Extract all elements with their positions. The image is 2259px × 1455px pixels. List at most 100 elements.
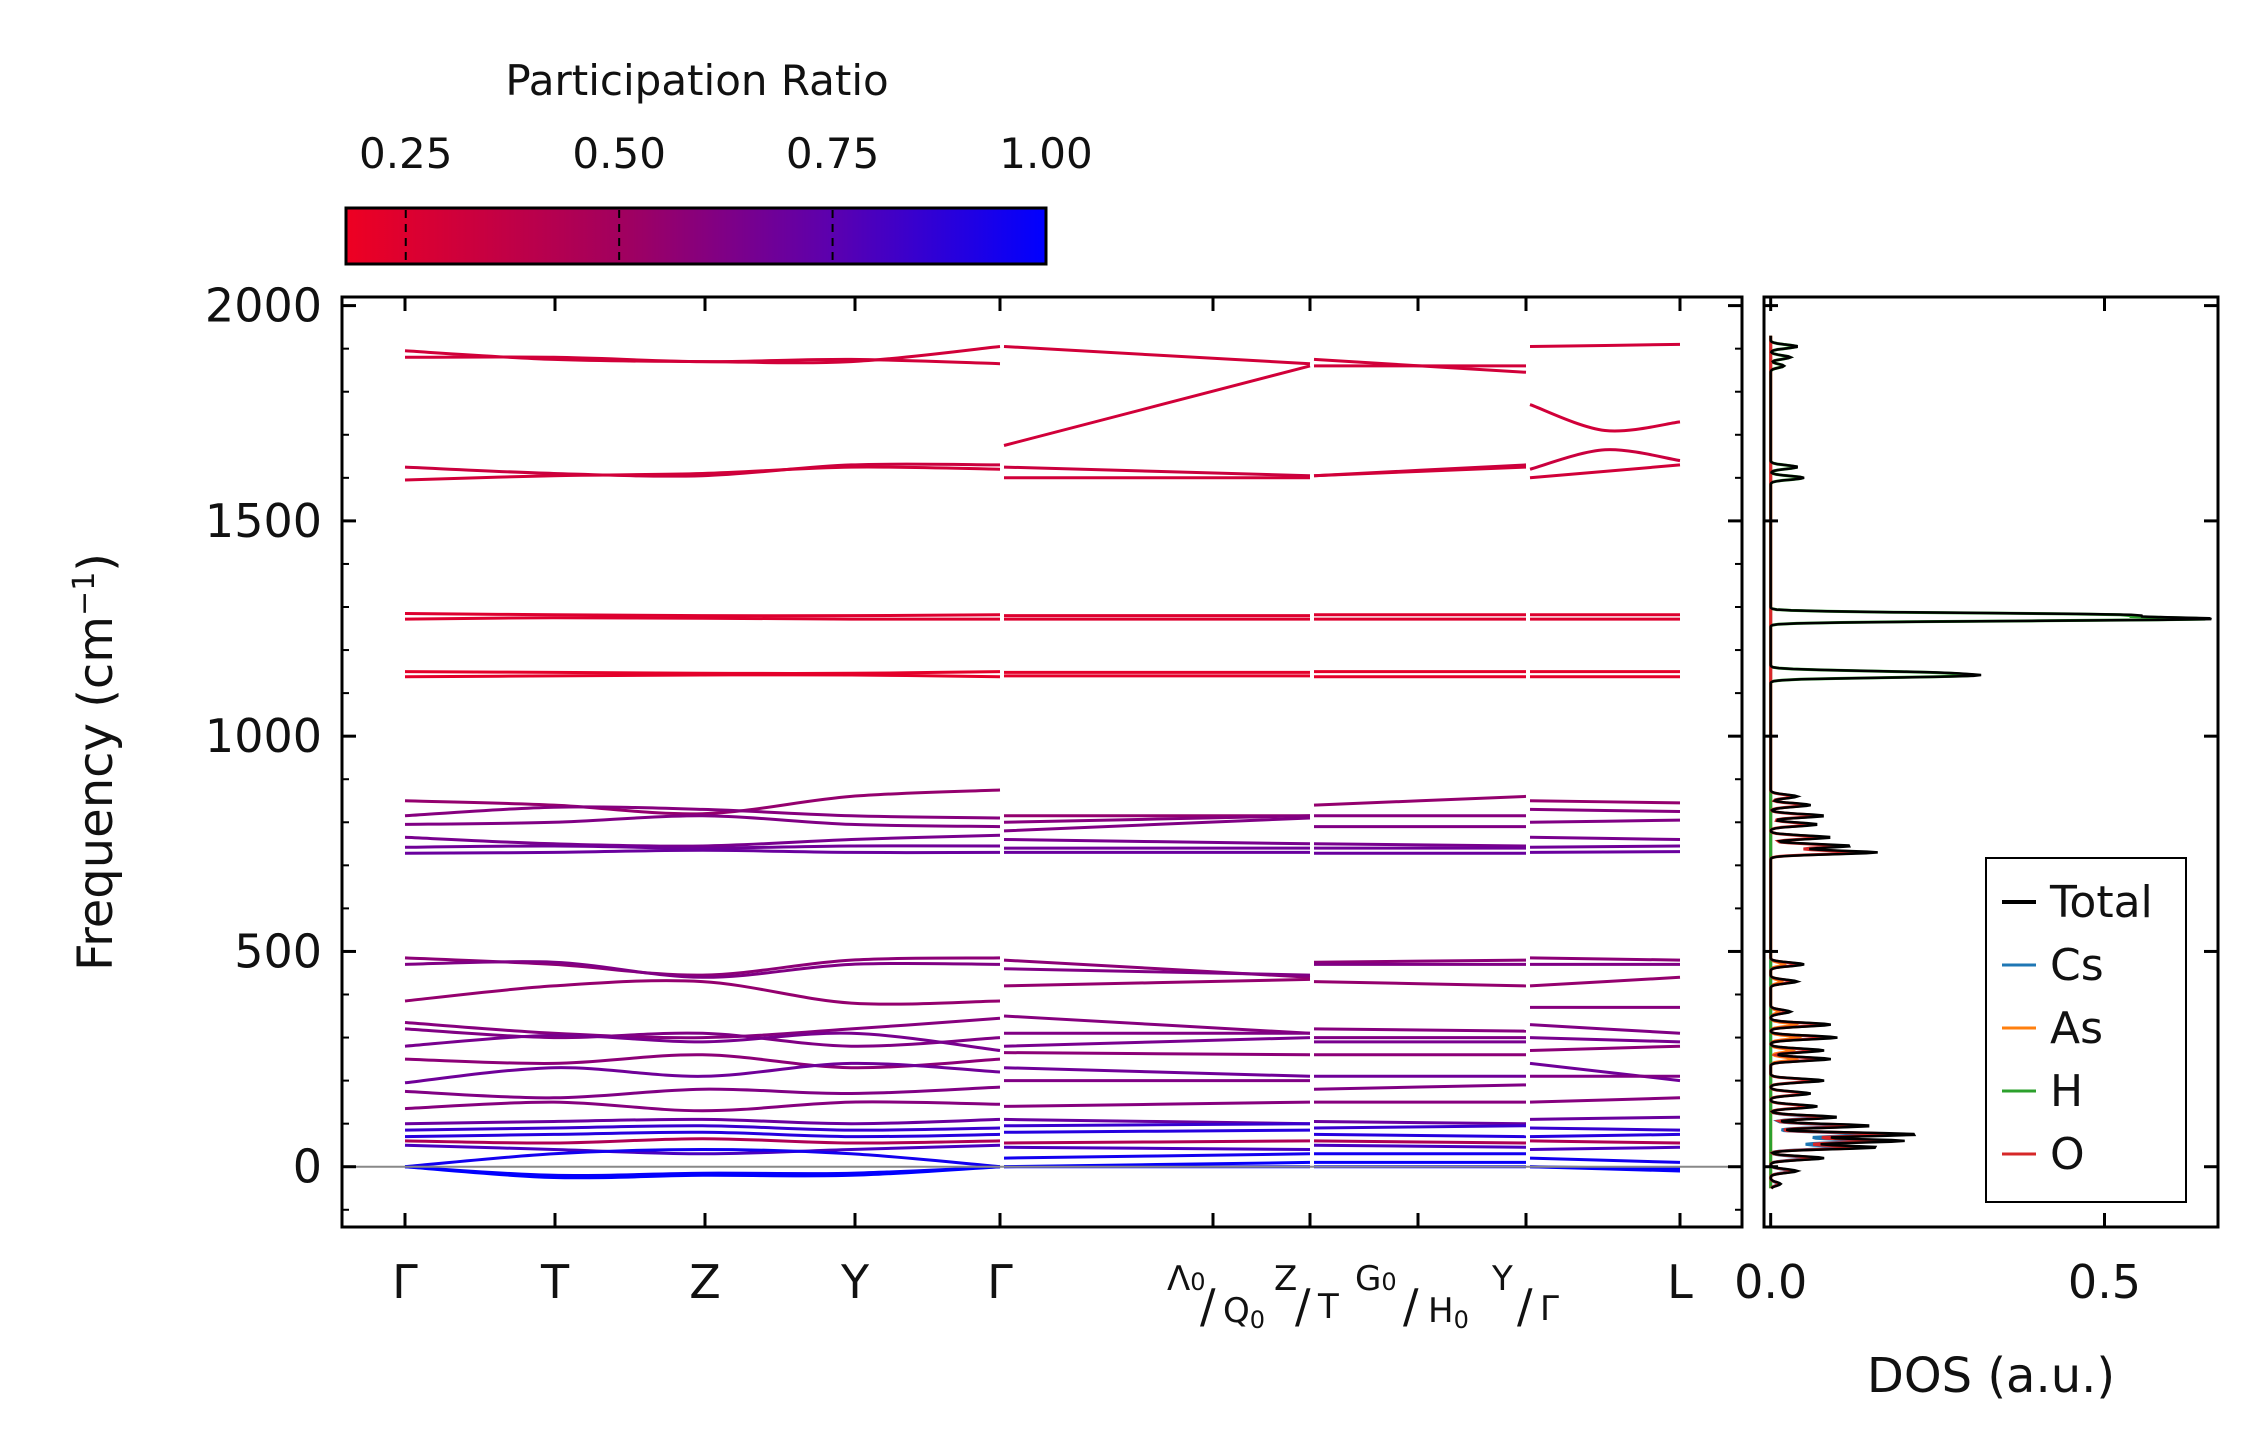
x-tick-label: Y <box>840 1255 870 1309</box>
phonon-band <box>404 1130 1001 1139</box>
phonon-band <box>404 670 1001 675</box>
label-slash-2: / <box>1295 1279 1311 1333</box>
dos-total-line <box>1769 335 2212 1190</box>
phonon-band <box>404 1031 1001 1052</box>
phonon-band <box>404 1147 1001 1169</box>
phonon-band <box>1003 1036 1311 1048</box>
colorbar-gradient <box>344 206 1048 266</box>
phonon-band <box>404 1137 1001 1145</box>
phonon-band <box>404 960 1001 979</box>
x-tick-label: Z <box>689 1255 721 1309</box>
legend-label: H <box>2050 1066 2083 1117</box>
phonon-band <box>404 1143 1001 1156</box>
phonon-band <box>1003 345 1311 366</box>
phonon-band <box>1003 1014 1311 1035</box>
label-lambda: Λ0 <box>1167 1259 1206 1299</box>
x-tick-label: T <box>540 1255 570 1309</box>
y-tick-label: 2000 <box>205 279 322 333</box>
colorbar: Participation Ratio 0.25 0.50 0.75 1.00 <box>344 56 1093 266</box>
phonon-band <box>1529 1126 1681 1132</box>
phonon-band <box>1529 1132 1681 1139</box>
phonon-band <box>1313 1143 1527 1149</box>
phonon-band <box>404 1085 1001 1100</box>
phonon-band <box>1313 842 1527 848</box>
phonon-band <box>404 616 1001 621</box>
phonon-band <box>404 848 1001 855</box>
phonon-band <box>1003 1066 1311 1078</box>
phonon-band <box>1529 1145 1681 1151</box>
phonon-band <box>1529 1139 1681 1145</box>
phonon-band <box>404 805 1001 820</box>
phonon-band <box>1529 835 1681 841</box>
phonon-band <box>404 673 1001 679</box>
phonon-band <box>1529 1115 1681 1121</box>
phonon-band <box>1003 465 1311 478</box>
phonon-band <box>404 1100 1001 1113</box>
phonon-band <box>1003 1139 1311 1145</box>
phonon-band <box>1003 1145 1311 1151</box>
phonon-band <box>1529 956 1681 962</box>
colorbar-tick-label: 0.25 <box>359 129 453 178</box>
phonon-band <box>404 833 1001 848</box>
phonon-band <box>1529 342 1681 348</box>
phonon-band <box>1003 1152 1311 1160</box>
phonon-band <box>1529 807 1681 813</box>
colorbar-tick-label: 1.00 <box>999 129 1093 178</box>
y-axis-title: Frequency (cm−1) <box>67 553 124 971</box>
phonon-band <box>1313 465 1527 478</box>
phonon-band <box>1529 1096 1681 1104</box>
phonon-band <box>404 1165 1001 1178</box>
special-point-labels: Λ0 / Q0 Z / T G0 / H0 Y / Γ <box>1167 1259 1559 1334</box>
dos-x-tick-label: 0.0 <box>1734 1255 1807 1309</box>
x-tick-label: Γ <box>987 1255 1013 1309</box>
x-tick-label: L <box>1667 1255 1693 1309</box>
phonon-band <box>404 1027 1001 1048</box>
phonon-band <box>1003 364 1311 447</box>
phonon-band <box>1313 980 1527 988</box>
legend-label: Cs <box>2050 940 2104 991</box>
colorbar-tick-label: 0.75 <box>786 129 880 178</box>
phonon-band <box>1529 1036 1681 1044</box>
phonon-band <box>1529 1023 1681 1035</box>
phonon-band <box>1529 463 1681 480</box>
phonon-band <box>1529 1156 1681 1164</box>
colorbar-tick-label: 0.50 <box>572 129 666 178</box>
label-slash-4: / <box>1517 1279 1533 1333</box>
phonon-band <box>1003 977 1311 988</box>
dos-o-line <box>1769 335 1895 1190</box>
phonon-band <box>1313 1132 1527 1139</box>
phonon-band <box>1003 1100 1311 1108</box>
label-slash-1: / <box>1200 1279 1216 1333</box>
phonon-band <box>404 814 1001 829</box>
y-tick-label: 0 <box>293 1140 322 1194</box>
phonon-band <box>1003 816 1311 833</box>
y-tick-label: 1000 <box>205 709 322 763</box>
phonon-band <box>1313 1139 1527 1145</box>
phonon-band <box>404 1016 1001 1040</box>
phonon-band <box>1313 1083 1527 1091</box>
label-t: T <box>1317 1287 1339 1327</box>
phonon-band <box>404 1124 1001 1132</box>
dos-x-tick-label: 0.5 <box>2068 1255 2141 1309</box>
dos-panel: 0.0 0.5 DOS (a.u.) Total Cs As HO <box>1734 295 2220 1404</box>
phonon-band <box>1529 1044 1681 1052</box>
phonon-band <box>1529 844 1681 849</box>
label-gamma-sub: Γ <box>1540 1289 1559 1329</box>
label-g: G0 <box>1355 1259 1397 1299</box>
phonon-band <box>1529 818 1681 824</box>
phonon-band <box>404 355 1001 366</box>
label-q: Q0 <box>1223 1291 1265 1334</box>
legend-label: As <box>2050 1003 2103 1054</box>
phonon-band <box>1003 967 1311 977</box>
y-tick-label: 1500 <box>205 494 322 548</box>
phonon-band <box>1313 1124 1527 1130</box>
label-y: Y <box>1491 1259 1513 1299</box>
phonon-band <box>1529 850 1681 854</box>
phonon-band <box>1003 814 1311 824</box>
phonon-band <box>404 1061 1001 1085</box>
phonon-band <box>1529 448 1681 471</box>
legend-label: Total <box>2049 877 2153 928</box>
legend-box <box>1985 857 2187 1203</box>
label-slash-3: / <box>1403 1279 1419 1333</box>
